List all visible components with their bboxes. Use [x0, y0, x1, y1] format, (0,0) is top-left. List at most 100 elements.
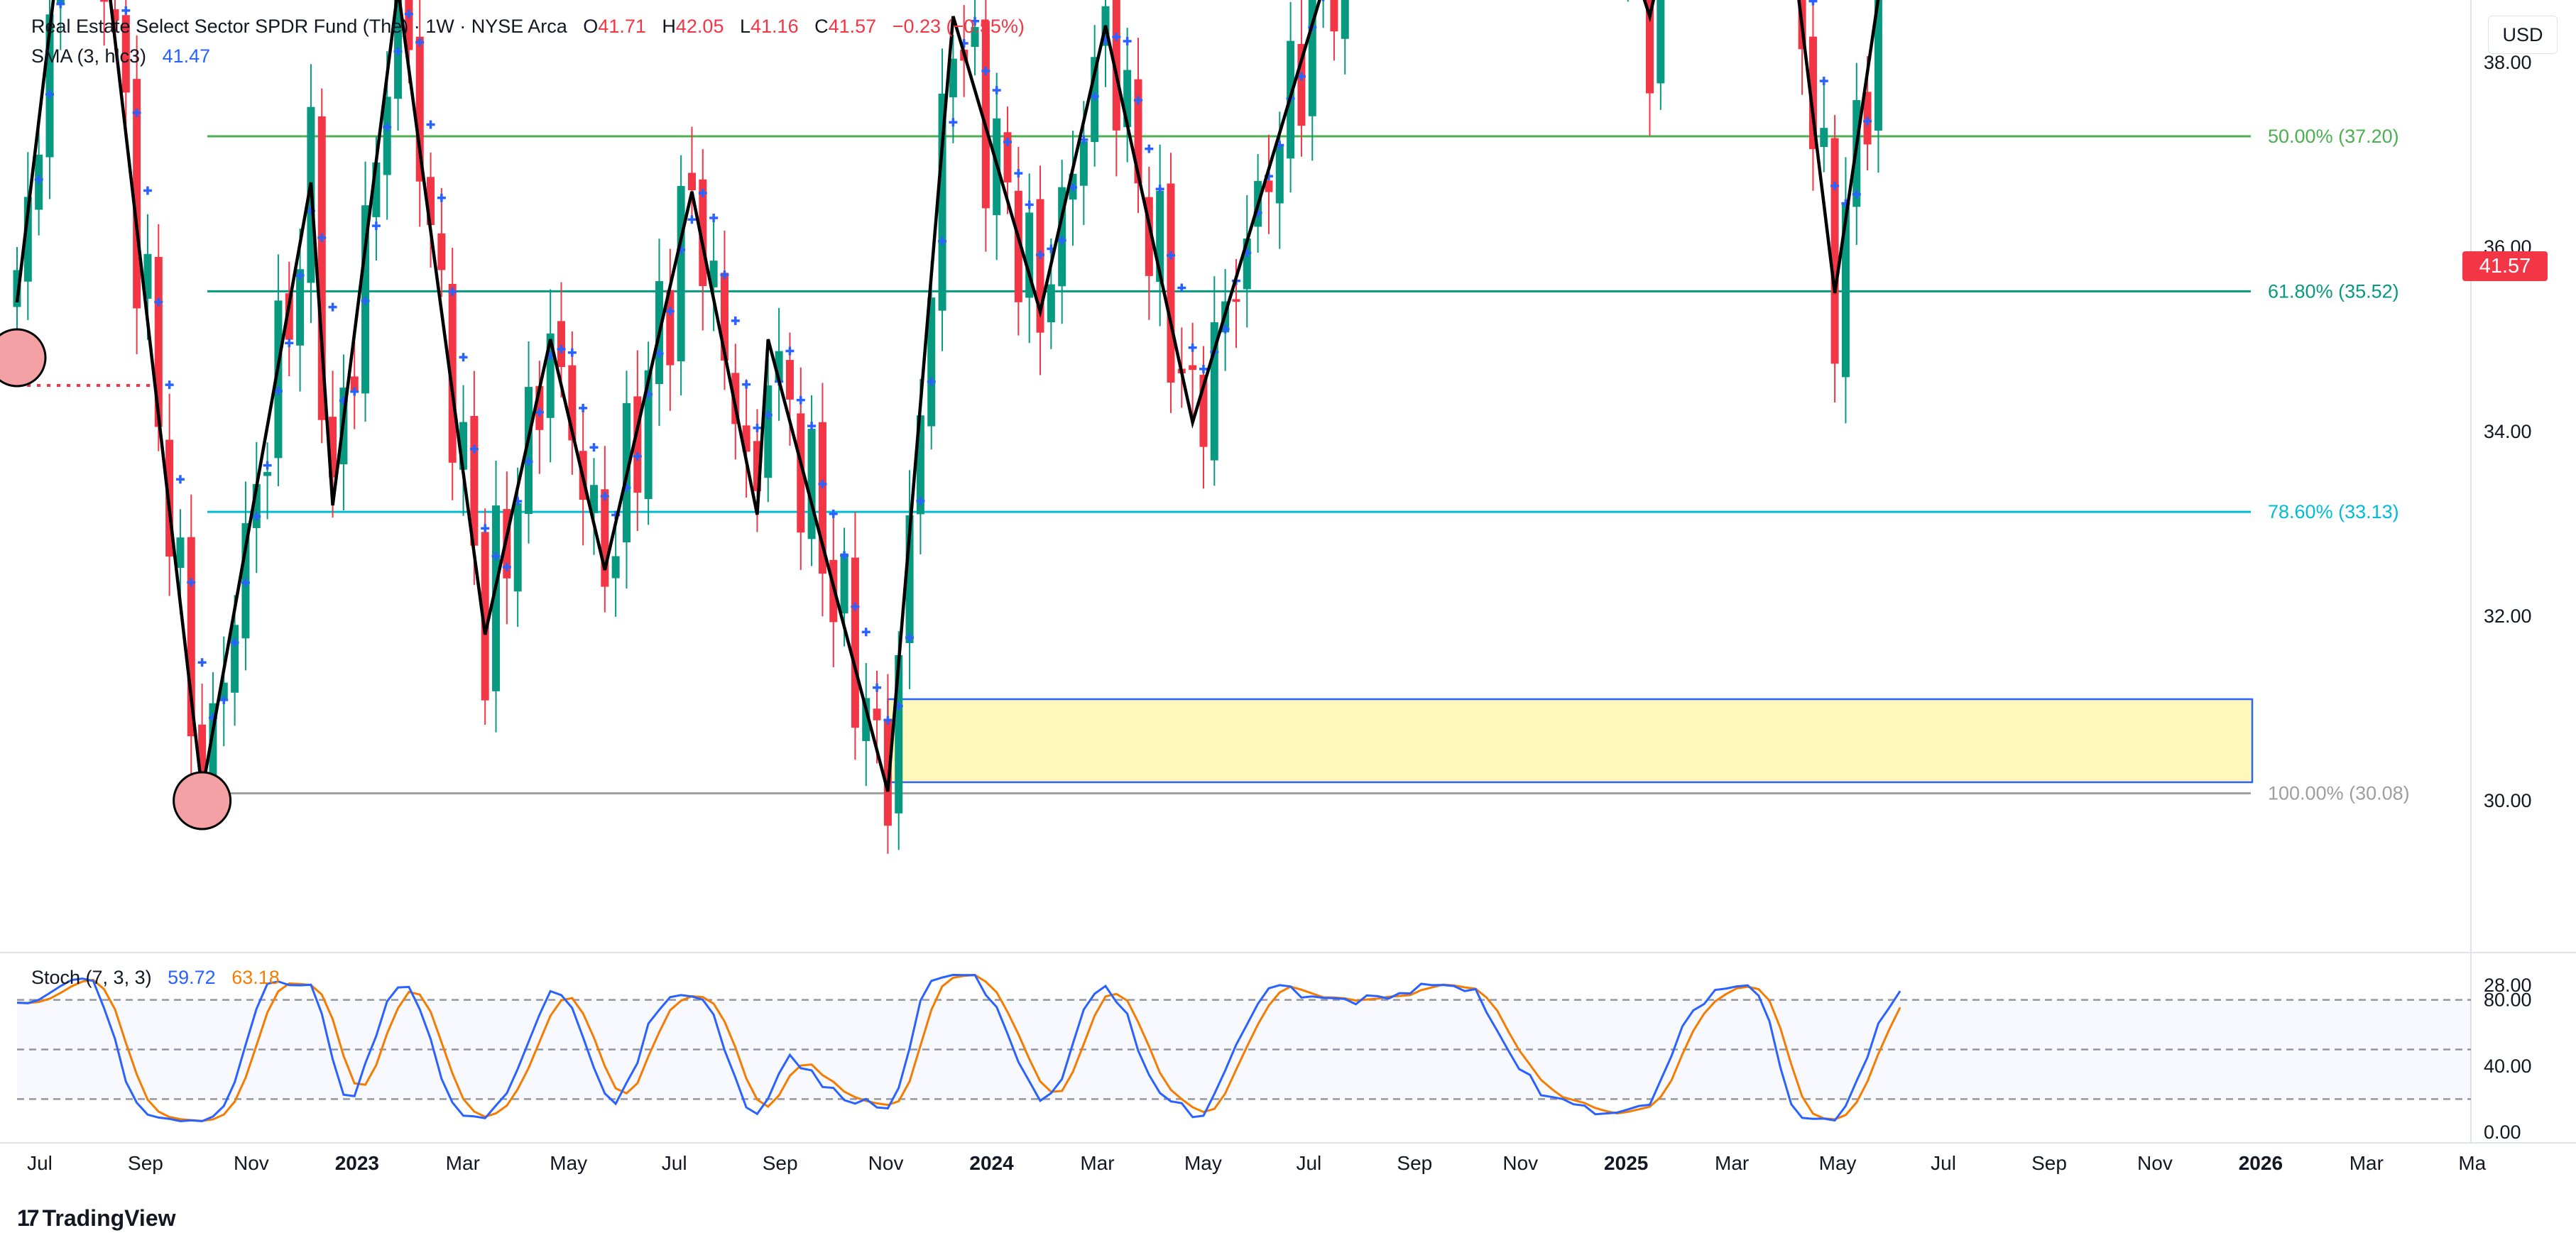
candle-body — [633, 396, 642, 493]
sma-point — [459, 353, 468, 362]
demand-zone[interactable] — [887, 698, 2254, 784]
price-axis[interactable]: 46.0044.0042.0040.0038.0036.0034.0032.00… — [2470, 0, 2532, 1143]
candle-body — [1808, 36, 1817, 150]
sma-point — [829, 509, 838, 518]
sma-legend[interactable]: SMA (3, hlc3) 41.47 — [31, 45, 210, 67]
tradingview-logo[interactable]: 17 TradingView — [17, 1205, 176, 1232]
sma-point — [1863, 116, 1872, 126]
low-pivot-marker[interactable] — [173, 771, 232, 830]
stoch-legend[interactable]: Stoch (7, 3, 3) 59.72 63.18 — [31, 967, 280, 989]
candle-body — [1657, 0, 1665, 84]
sma-point — [393, 47, 403, 56]
stoch-band — [17, 999, 2471, 1100]
sma-point — [328, 302, 337, 312]
candle-body — [1308, 0, 1316, 116]
sma-point — [154, 297, 163, 307]
sma-point — [143, 186, 152, 195]
sma-point — [742, 380, 751, 389]
candle-body — [274, 300, 283, 459]
candle-body — [840, 553, 848, 614]
sma-point — [1808, 0, 1818, 6]
time-tick-label: 2024 — [969, 1152, 1014, 1174]
candle-body — [731, 373, 740, 424]
candle-body — [459, 422, 468, 470]
sma-point — [916, 496, 925, 505]
sma-point — [1199, 364, 1208, 373]
sma-point — [861, 627, 871, 637]
sma-value: 41.47 — [162, 45, 211, 67]
candle-body — [121, 15, 130, 93]
sma-point — [1852, 190, 1861, 199]
candle-body — [1330, 0, 1338, 32]
candle-body — [709, 261, 718, 287]
low-pivot-marker[interactable] — [0, 328, 47, 388]
fib-level-label: 78.60% (33.13) — [2268, 501, 2399, 522]
sma-point — [709, 214, 719, 223]
time-tick-label: Sep — [763, 1152, 798, 1174]
time-axis[interactable]: Jul Sep Nov 2023 Mar May Jul Sep Nov 2024 Mar May Ju… — [0, 1142, 2576, 1174]
sma-point — [469, 444, 479, 454]
candle-body — [252, 483, 261, 528]
candle-body — [1025, 212, 1034, 298]
sma-point — [45, 89, 54, 99]
candle-body — [133, 79, 141, 309]
tv-logo-icon: 17 — [17, 1205, 40, 1231]
candle-body — [1275, 146, 1284, 204]
sma-point — [524, 457, 533, 466]
currency-button[interactable]: USD — [2488, 16, 2558, 54]
sma-point — [187, 578, 196, 587]
sma-point — [785, 346, 795, 356]
open-value: 41.71 — [598, 16, 646, 37]
time-tick-label: May — [1819, 1152, 1857, 1174]
candle-body — [350, 376, 359, 393]
symbol-legend: Real Estate Select Sector SPDR Fund (The… — [31, 16, 1025, 38]
sma-point — [1025, 200, 1034, 209]
candle-body — [503, 509, 511, 579]
stoch-tick-label: 80.00 — [2484, 989, 2532, 1011]
candle-body — [916, 415, 924, 515]
candle-body — [883, 718, 892, 826]
candle-body — [513, 503, 522, 592]
zone-rect[interactable] — [887, 698, 2254, 784]
sma-point — [481, 524, 490, 533]
candle-body — [219, 682, 228, 701]
candle-body — [775, 351, 783, 382]
pivot-markers[interactable] — [0, 0, 1493, 830]
stochastic-pane[interactable]: 80.00 40.00 0.00 — [0, 952, 2576, 1143]
time-tick-label: Mar — [1715, 1152, 1749, 1174]
time-tick-label: Nov — [2137, 1152, 2173, 1174]
time-tick-label: Sep — [128, 1152, 163, 1174]
time-tick-label: 2023 — [335, 1152, 379, 1174]
candle-body — [111, 9, 119, 21]
sma-point — [350, 387, 359, 396]
sma-point — [241, 578, 250, 587]
candle-body — [1036, 199, 1044, 333]
candle-body — [753, 441, 761, 491]
candle-body — [1003, 132, 1012, 182]
sma-point — [796, 395, 805, 405]
sma-point — [1133, 96, 1142, 105]
sma-markers — [34, 0, 1872, 725]
fib-level-label: 61.80% (35.52) — [2268, 280, 2399, 302]
candle-body — [895, 655, 903, 813]
candle-body — [415, 36, 424, 182]
sma-point — [1297, 72, 1306, 81]
candle-body — [535, 385, 544, 430]
candle-body — [666, 290, 675, 366]
sma-point — [1123, 37, 1132, 46]
open-label: O — [583, 16, 599, 37]
sma-point — [404, 9, 413, 18]
candle-body — [1156, 190, 1164, 283]
time-tick-label: Nov — [234, 1152, 269, 1174]
zigzag-path[interactable] — [15, 0, 1880, 792]
sma-point — [426, 120, 435, 129]
zigzag-line[interactable] — [15, 0, 1880, 792]
candle-body — [437, 233, 446, 270]
fibonacci-retracement[interactable]: 0.00% (44.31)23.60% (40.95)38.20% (38.88… — [207, 0, 2410, 804]
candle-body — [45, 14, 54, 158]
sma-point — [1003, 138, 1013, 147]
candlesticks — [13, 0, 1882, 854]
change-value: −0.23 (−0.55%) — [892, 16, 1025, 37]
candle-body — [1874, 0, 1882, 131]
